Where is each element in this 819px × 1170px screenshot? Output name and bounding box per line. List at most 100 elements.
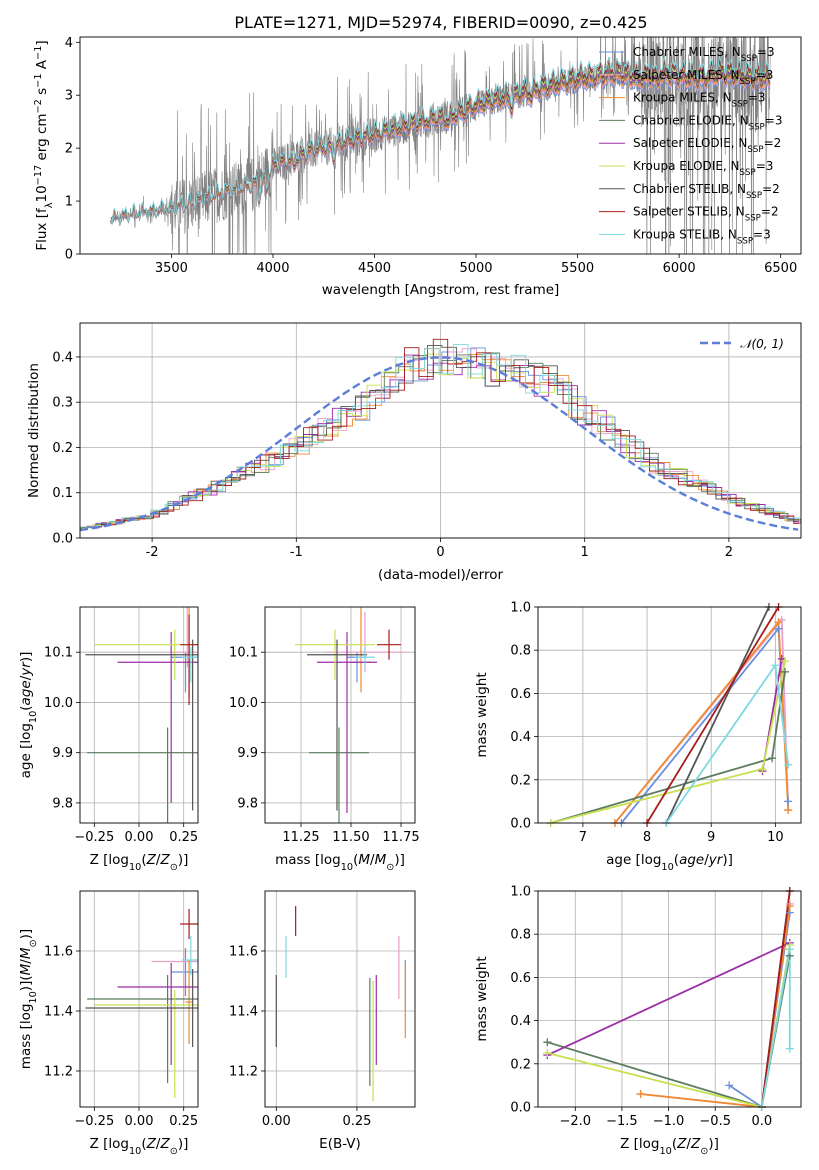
mass-weight-line-salpeter-stelib: [760, 891, 791, 1107]
x-axis-label: wavelength [Angstrom, rest frame]: [322, 282, 560, 298]
legend-entry: Kroupa STELIB, NSSP=3: [633, 227, 771, 246]
x-axis-label: mass [log10(M/M⊙)]: [275, 852, 405, 873]
spectrum-model-kroupa-elodie: [110, 63, 771, 226]
mass-weight-line-chabrier-miles: [620, 626, 790, 823]
x-tick-label: −2.0: [560, 1114, 592, 1129]
y-tick-label: 9.8: [52, 796, 73, 811]
y-tick-label: 10.1: [44, 646, 73, 661]
y-tick-label: 11.4: [229, 1005, 258, 1020]
x-tick-label: 11.75: [382, 830, 419, 845]
x-tick-label: −0.25: [74, 1114, 114, 1129]
mass-weight-line-kroupa-elodie: [550, 660, 786, 823]
y-tick-label: 11.2: [44, 1065, 73, 1080]
y-tick-label: 0.8: [510, 928, 531, 943]
plot-area: [110, 37, 771, 254]
legend-entry: Chabrier ELODIE, NSSP=3: [633, 113, 782, 132]
x-tick-label: 1: [581, 545, 589, 560]
marker-plus: [771, 661, 780, 670]
y-tick-label: 1.0: [510, 885, 531, 900]
marker-plus: [774, 618, 783, 627]
y-tick-label: 9.9: [52, 746, 73, 761]
x-tick-label: 0.00: [262, 1114, 291, 1129]
x-tick-label: 10: [767, 830, 784, 845]
axes-frame: [264, 606, 416, 824]
x-tick-label: 0.25: [342, 1114, 371, 1129]
histogram-kroupa-miles: [80, 348, 801, 528]
y-tick-label: 0.2: [510, 1057, 531, 1072]
y-tick-label: 0.8: [510, 644, 531, 659]
panel-mass-vs-ebv: 0.00 0.25 11.2 11.4 11.6 E(B-V): [229, 890, 416, 1152]
y-tick-label: 9.8: [237, 796, 258, 811]
y-axis-label: mass weight: [474, 672, 490, 757]
histogram-kroupa-stelib: [80, 343, 801, 528]
panel-age-vs-mass: 11.25 11.50 11.75 9.8 9.9 10.0 10.1 mass [log10…: [229, 606, 420, 873]
axes-frame: [537, 606, 802, 824]
y-tick-label: 11.2: [229, 1065, 258, 1080]
x-tick-label: −1.5: [606, 1114, 638, 1129]
y-tick-label: 10.0: [229, 696, 258, 711]
spectrum-model-kroupa-stelib: [110, 56, 771, 227]
legend-entry: Salpeter MILES, NSSP=3: [633, 68, 773, 87]
legend-entry: Salpeter STELIB, NSSP=2: [633, 205, 779, 224]
marker-plus: [780, 657, 789, 665]
y-tick-label: 0.6: [510, 971, 531, 986]
legend-entry: Chabrier STELIB, NSSP=2: [633, 182, 780, 201]
plot-area: [295, 607, 405, 823]
marker-plus: [768, 754, 777, 763]
axes-frame: [79, 322, 802, 539]
y-axis-label: Flux [fλ10−17 erg cm−2 s−1 A−1]: [33, 40, 55, 250]
spectrum-model-chabrier-stelib: [110, 60, 771, 226]
plot-area: [85, 909, 198, 1098]
mass-weight-line-chabrier-stelib: [665, 607, 770, 823]
y-tick-label: 1.0: [510, 601, 531, 616]
axes-frame: [537, 890, 802, 1108]
panel-mass-vs-Z: −0.25 0.00 0.25 11.2 11.4 11.6 Z [log10(Z/Z⊙)]…: [18, 890, 199, 1157]
marker-plus: [543, 1038, 552, 1047]
legend-entry: Salpeter ELODIE, NSSP=2: [633, 136, 781, 155]
x-tick-label: 6500: [764, 261, 797, 276]
x-tick-label: 0.25: [169, 1114, 198, 1129]
spectrum-model-kroupa-miles: [110, 71, 771, 226]
y-tick-label: 0.1: [52, 486, 73, 501]
y-tick-label: 0.3: [52, 396, 73, 411]
x-tick-label: −1.0: [653, 1114, 685, 1129]
marker-plus: [784, 797, 793, 806]
x-tick-label: 3500: [155, 261, 188, 276]
x-tick-label: 0.00: [125, 830, 154, 845]
y-axis-label: mass [log10)](M/M⊙)]: [18, 929, 39, 1069]
y-tick-label: 0: [65, 248, 73, 263]
figure-title: PLATE=1271, MJD=52974, FIBERID=0090, z=0…: [234, 13, 647, 32]
marker-plus: [780, 667, 789, 676]
y-tick-label: 0.4: [52, 350, 73, 365]
y-tick-label: 4: [65, 36, 73, 51]
x-tick-label: 7: [579, 830, 587, 845]
y-tick-label: 3: [65, 89, 73, 104]
panel-mass-weight-vs-Z: −2.0 −1.5 −1.0 −0.5 0.0 0.0 0.2 0.4 0.6 0.8 1.0 Z […: [474, 885, 802, 1157]
plot-area: [275, 906, 406, 1101]
axes-frame: [264, 890, 416, 1108]
legend-entry: Kroupa MILES, NSSP=3: [633, 91, 766, 110]
mass-weight-line-salpeter-stelib: [646, 607, 780, 823]
marker-plus: [784, 806, 793, 815]
spectrum-model-chabrier-elodie: [110, 68, 771, 226]
x-tick-label: -1: [290, 545, 303, 560]
plot-area: [550, 607, 790, 823]
panel-spectrum: 3500 4000 4500 5000 5500 6000 6500 0 1 2 3 4 Chabrie…: [33, 36, 802, 298]
mass-weight-line-chabrier-elodie: [550, 671, 786, 823]
x-tick-label: 9: [707, 830, 715, 845]
y-tick-label: 0.4: [510, 730, 531, 745]
spectrum-model-salpeter-miles: [110, 74, 771, 225]
legend-entry: Chabrier MILES, NSSP=3: [633, 45, 775, 64]
y-tick-label: 11.6: [229, 945, 258, 960]
panel-mass-weight-vs-age: 7 8 9 10 0.0 0.2 0.4 0.6 0.8 1.0 age [log10(age/yr…: [474, 601, 802, 873]
y-tick-label: 9.9: [237, 746, 258, 761]
axes-frame: [79, 36, 802, 255]
x-tick-label: 8: [643, 830, 651, 845]
x-axis-label: Z [log10(Z/Z⊙)]: [90, 1136, 189, 1157]
x-tick-label: −0.5: [699, 1114, 731, 1129]
y-tick-label: 0.2: [52, 441, 73, 456]
x-tick-label: 0.25: [169, 830, 198, 845]
x-tick-label: 11.50: [332, 830, 369, 845]
x-tick-label: 2: [725, 545, 733, 560]
histogram-chabrier-elodie: [80, 352, 801, 531]
